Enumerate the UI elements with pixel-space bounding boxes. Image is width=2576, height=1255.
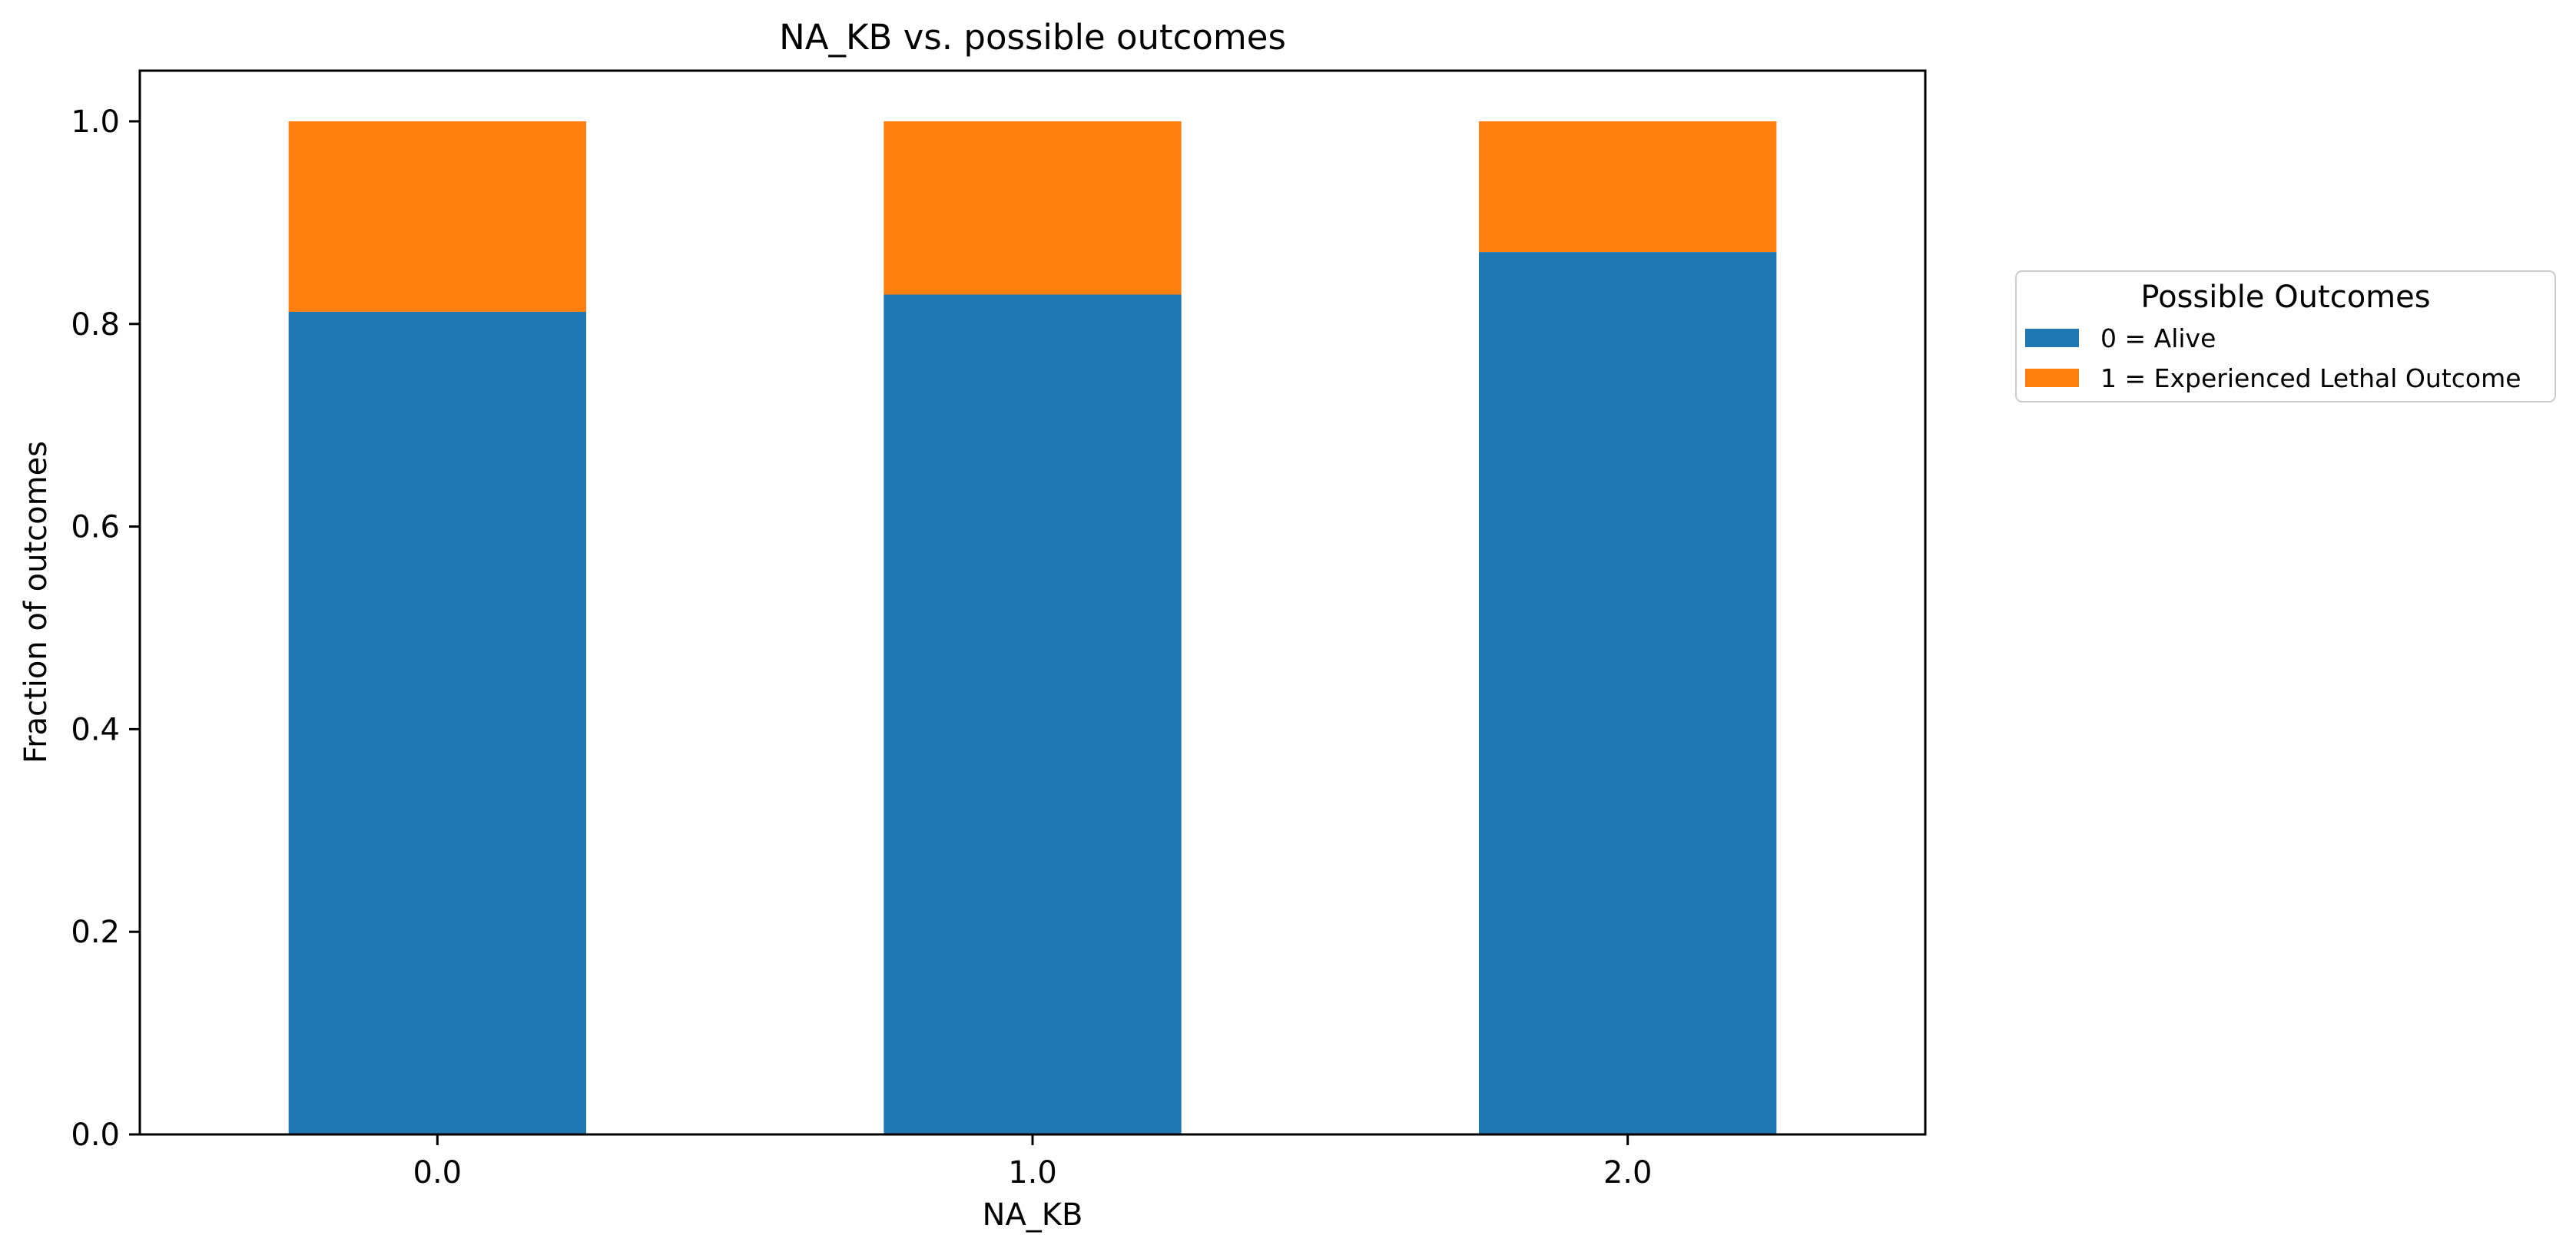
y-tick-label: 0.4 (71, 712, 120, 747)
bar-segment-alive-0 (288, 311, 586, 1134)
y-axis-ticks: 0.0 0.2 0.4 0.6 0.8 1.0 (71, 104, 140, 1153)
y-tick-label: 0.2 (71, 915, 120, 950)
x-tick-label: 1.0 (1008, 1155, 1057, 1190)
legend-label-alive: 0 = Alive (2100, 323, 2216, 353)
y-tick-label: 0.6 (71, 510, 120, 545)
legend-entries: 0 = Alive 1 = Experienced Lethal Outcome (2025, 323, 2521, 393)
y-axis-label: Fraction of outcomes (18, 441, 54, 763)
bars (288, 121, 1777, 1135)
x-axis-ticks: 0.0 1.0 2.0 (413, 1134, 1653, 1190)
legend-title: Possible Outcomes (2140, 280, 2430, 315)
plot-frame (138, 69, 1927, 1136)
y-tick-label: 0.0 (71, 1118, 120, 1153)
bar-segment-lethal-outcome-2 (1479, 121, 1777, 253)
legend-label-lethal-outcome: 1 = Experienced Lethal Outcome (2100, 363, 2521, 393)
bar-segment-lethal-outcome-0 (288, 121, 586, 312)
x-axis-label: NA_KB (983, 1197, 1083, 1233)
x-tick-label: 0.0 (413, 1155, 462, 1190)
y-tick-label: 1.0 (71, 104, 120, 140)
bar-segment-alive-2 (1479, 252, 1777, 1135)
legend-frame (2015, 270, 2556, 402)
legend: Possible Outcomes 0 = Alive 1 = Experienc… (2015, 270, 2556, 402)
bar-segment-alive-1 (884, 294, 1182, 1134)
y-tick-label: 0.8 (71, 307, 120, 343)
legend-swatch-lethal-outcome (2025, 369, 2079, 387)
chart-title: NA_KB vs. possible outcomes (779, 17, 1286, 58)
legend-swatch-alive (2025, 329, 2079, 347)
bar-segment-lethal-outcome-1 (884, 121, 1182, 295)
x-tick-label: 2.0 (1603, 1155, 1653, 1190)
